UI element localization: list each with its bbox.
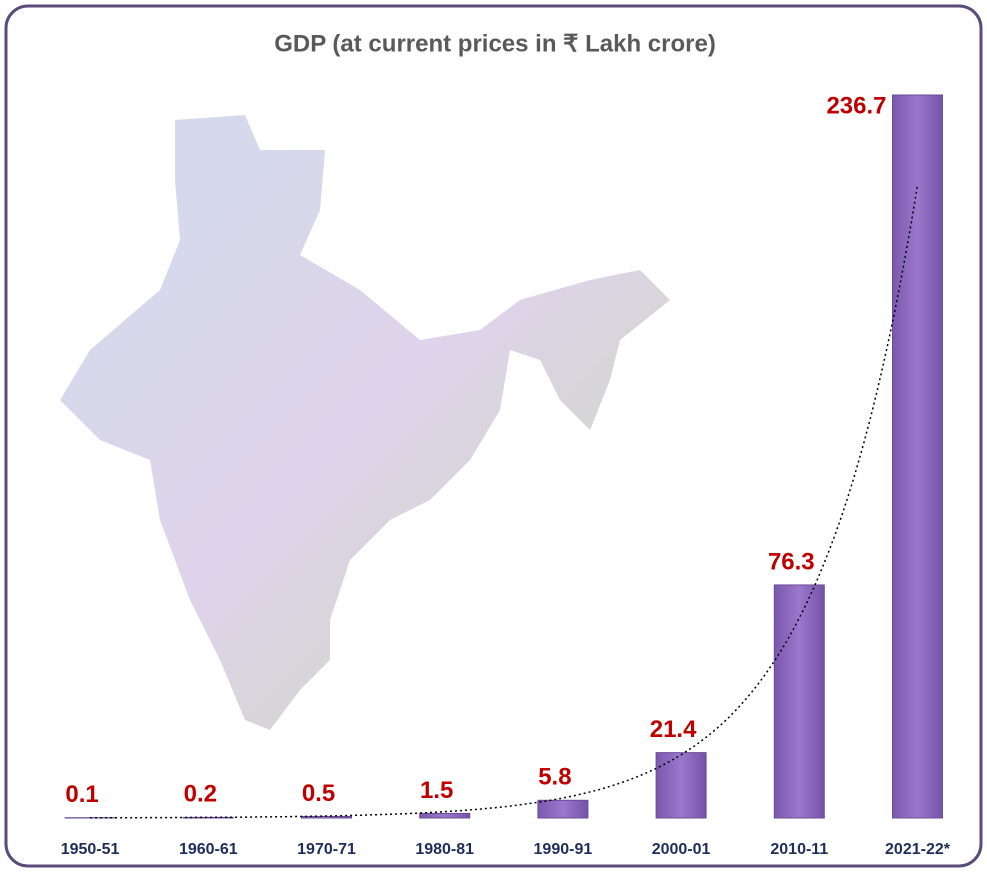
value-label: 21.4 — [650, 716, 697, 743]
bar — [893, 95, 943, 818]
x-tick-label: 1990-91 — [534, 841, 593, 858]
value-label: 236.7 — [826, 92, 886, 119]
x-tick-label: 1970-71 — [297, 841, 356, 858]
chart: GDP (at current prices in ₹ Lakh crore) … — [0, 0, 987, 872]
chart-title: GDP (at current prices in ₹ Lakh crore) — [274, 30, 716, 57]
bar — [656, 753, 706, 818]
value-label: 1.5 — [420, 777, 453, 804]
x-tick-label: 2010-11 — [770, 841, 828, 858]
value-label: 0.5 — [302, 780, 335, 807]
x-tick-label: 1980-81 — [415, 841, 474, 858]
bar — [774, 585, 824, 818]
bar — [420, 813, 470, 818]
x-tick-label: 1960-61 — [179, 841, 238, 858]
x-tick-label: 2000-01 — [652, 841, 711, 858]
value-label: 5.8 — [538, 764, 571, 791]
value-label: 76.3 — [768, 548, 815, 575]
x-tick-label: 2021-22* — [885, 841, 951, 858]
bar — [538, 800, 588, 818]
value-label: 0.1 — [65, 781, 98, 808]
x-tick-label: 1950-51 — [61, 841, 120, 858]
value-label: 0.2 — [184, 781, 217, 808]
